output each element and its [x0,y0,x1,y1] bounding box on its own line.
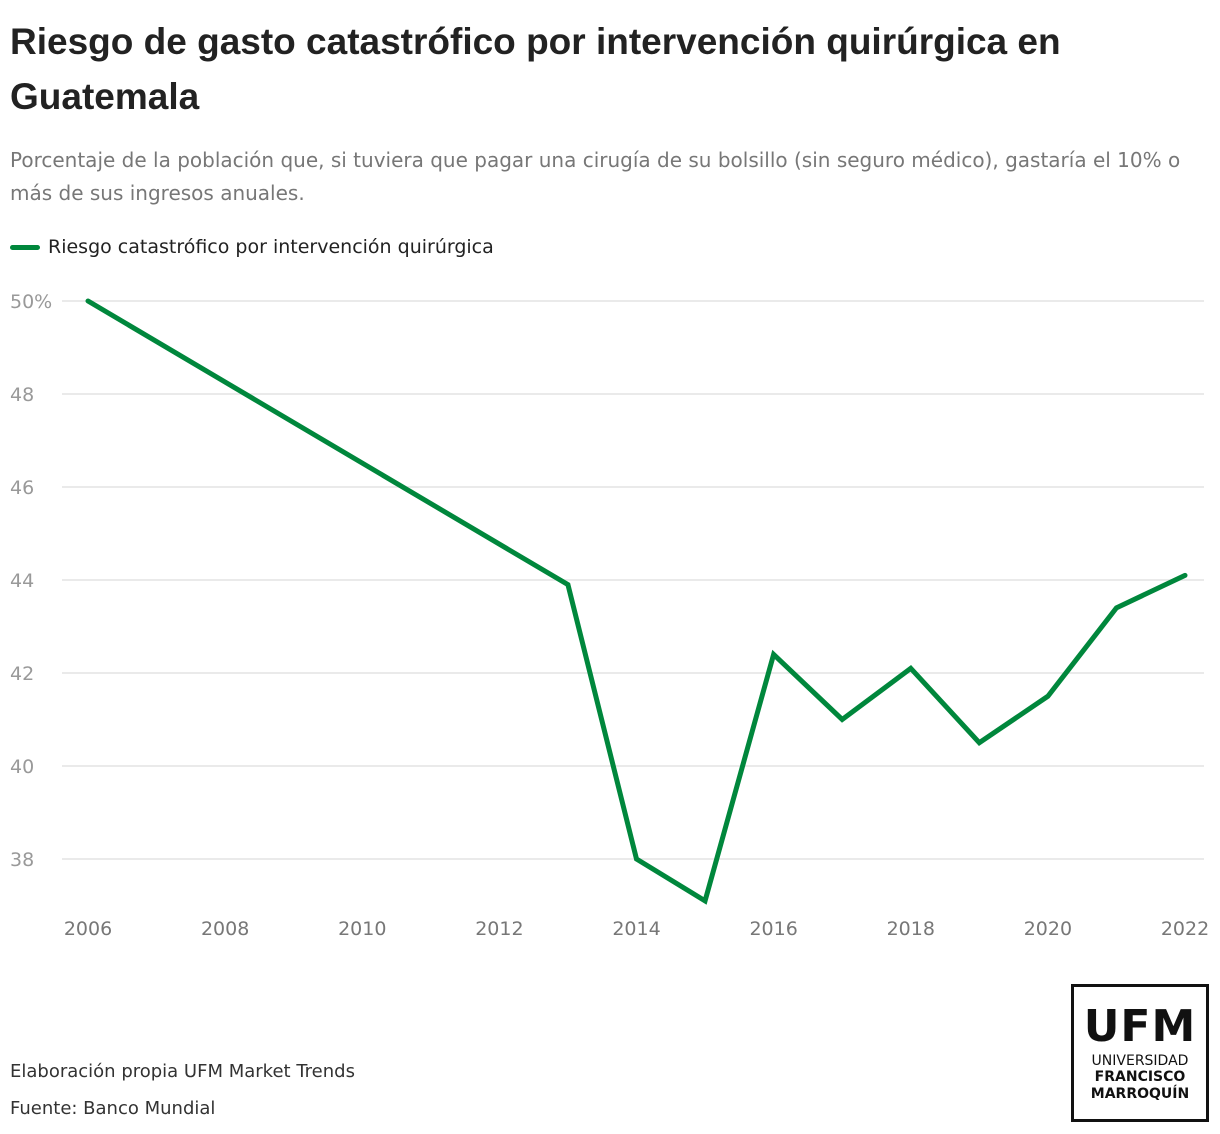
y-tick-label: 42 [10,663,34,685]
x-tick-label: 2014 [612,918,660,940]
logo-line3: MARROQUÍN [1090,1086,1190,1102]
ufm-logo: UFM UNIVERSIDAD FRANCISCO MARROQUÍN [1071,984,1209,1122]
source-text: Fuente: Banco Mundial [10,1098,216,1119]
chart-subtitle: Porcentaje de la población que, si tuvie… [10,148,1181,205]
data-point [977,740,982,745]
data-point [1114,605,1119,610]
data-point [1045,694,1050,699]
data-point [565,582,570,587]
credit-text: Elaboración propia UFM Market Trends [10,1061,355,1082]
y-tick-label: 48 [10,384,34,406]
x-tick-label: 2018 [887,918,935,940]
x-tick-label: 2012 [475,918,523,940]
logo-line1: UNIVERSIDAD [1091,1053,1189,1069]
chart-title: Riesgo de gasto catastrófico por interve… [10,21,1061,117]
data-point [634,857,639,862]
logo-main: UFM [1083,1001,1197,1052]
x-tick-label: 2016 [749,918,797,940]
logo-line2: FRANCISCO [1094,1069,1186,1085]
y-tick-label: 40 [10,756,34,778]
data-point [86,299,91,304]
x-tick-label: 2020 [1024,918,1072,940]
data-point [1183,573,1188,578]
x-tick-label: 2008 [201,918,249,940]
data-point [908,666,913,671]
legend: Riesgo catastrófico por intervención qui… [10,236,494,258]
data-point [840,717,845,722]
line-chart: 50% 48 46 44 42 40 38 2006 2008 2010 2012 2014 2016 2… [10,291,1209,940]
legend-swatch [10,244,40,250]
series-line [85,298,1188,905]
x-tick-label: 2006 [64,918,112,940]
data-point [703,898,708,903]
data-point [771,652,776,657]
y-tick-label: 44 [10,570,34,592]
y-tick-label: 50% [10,291,52,313]
x-tick-label: 2010 [338,918,386,940]
y-tick-label: 46 [10,477,34,499]
y-tick-label: 38 [10,849,34,871]
x-tick-label: 2022 [1161,918,1209,940]
legend-label: Riesgo catastrófico por intervención qui… [48,236,494,258]
